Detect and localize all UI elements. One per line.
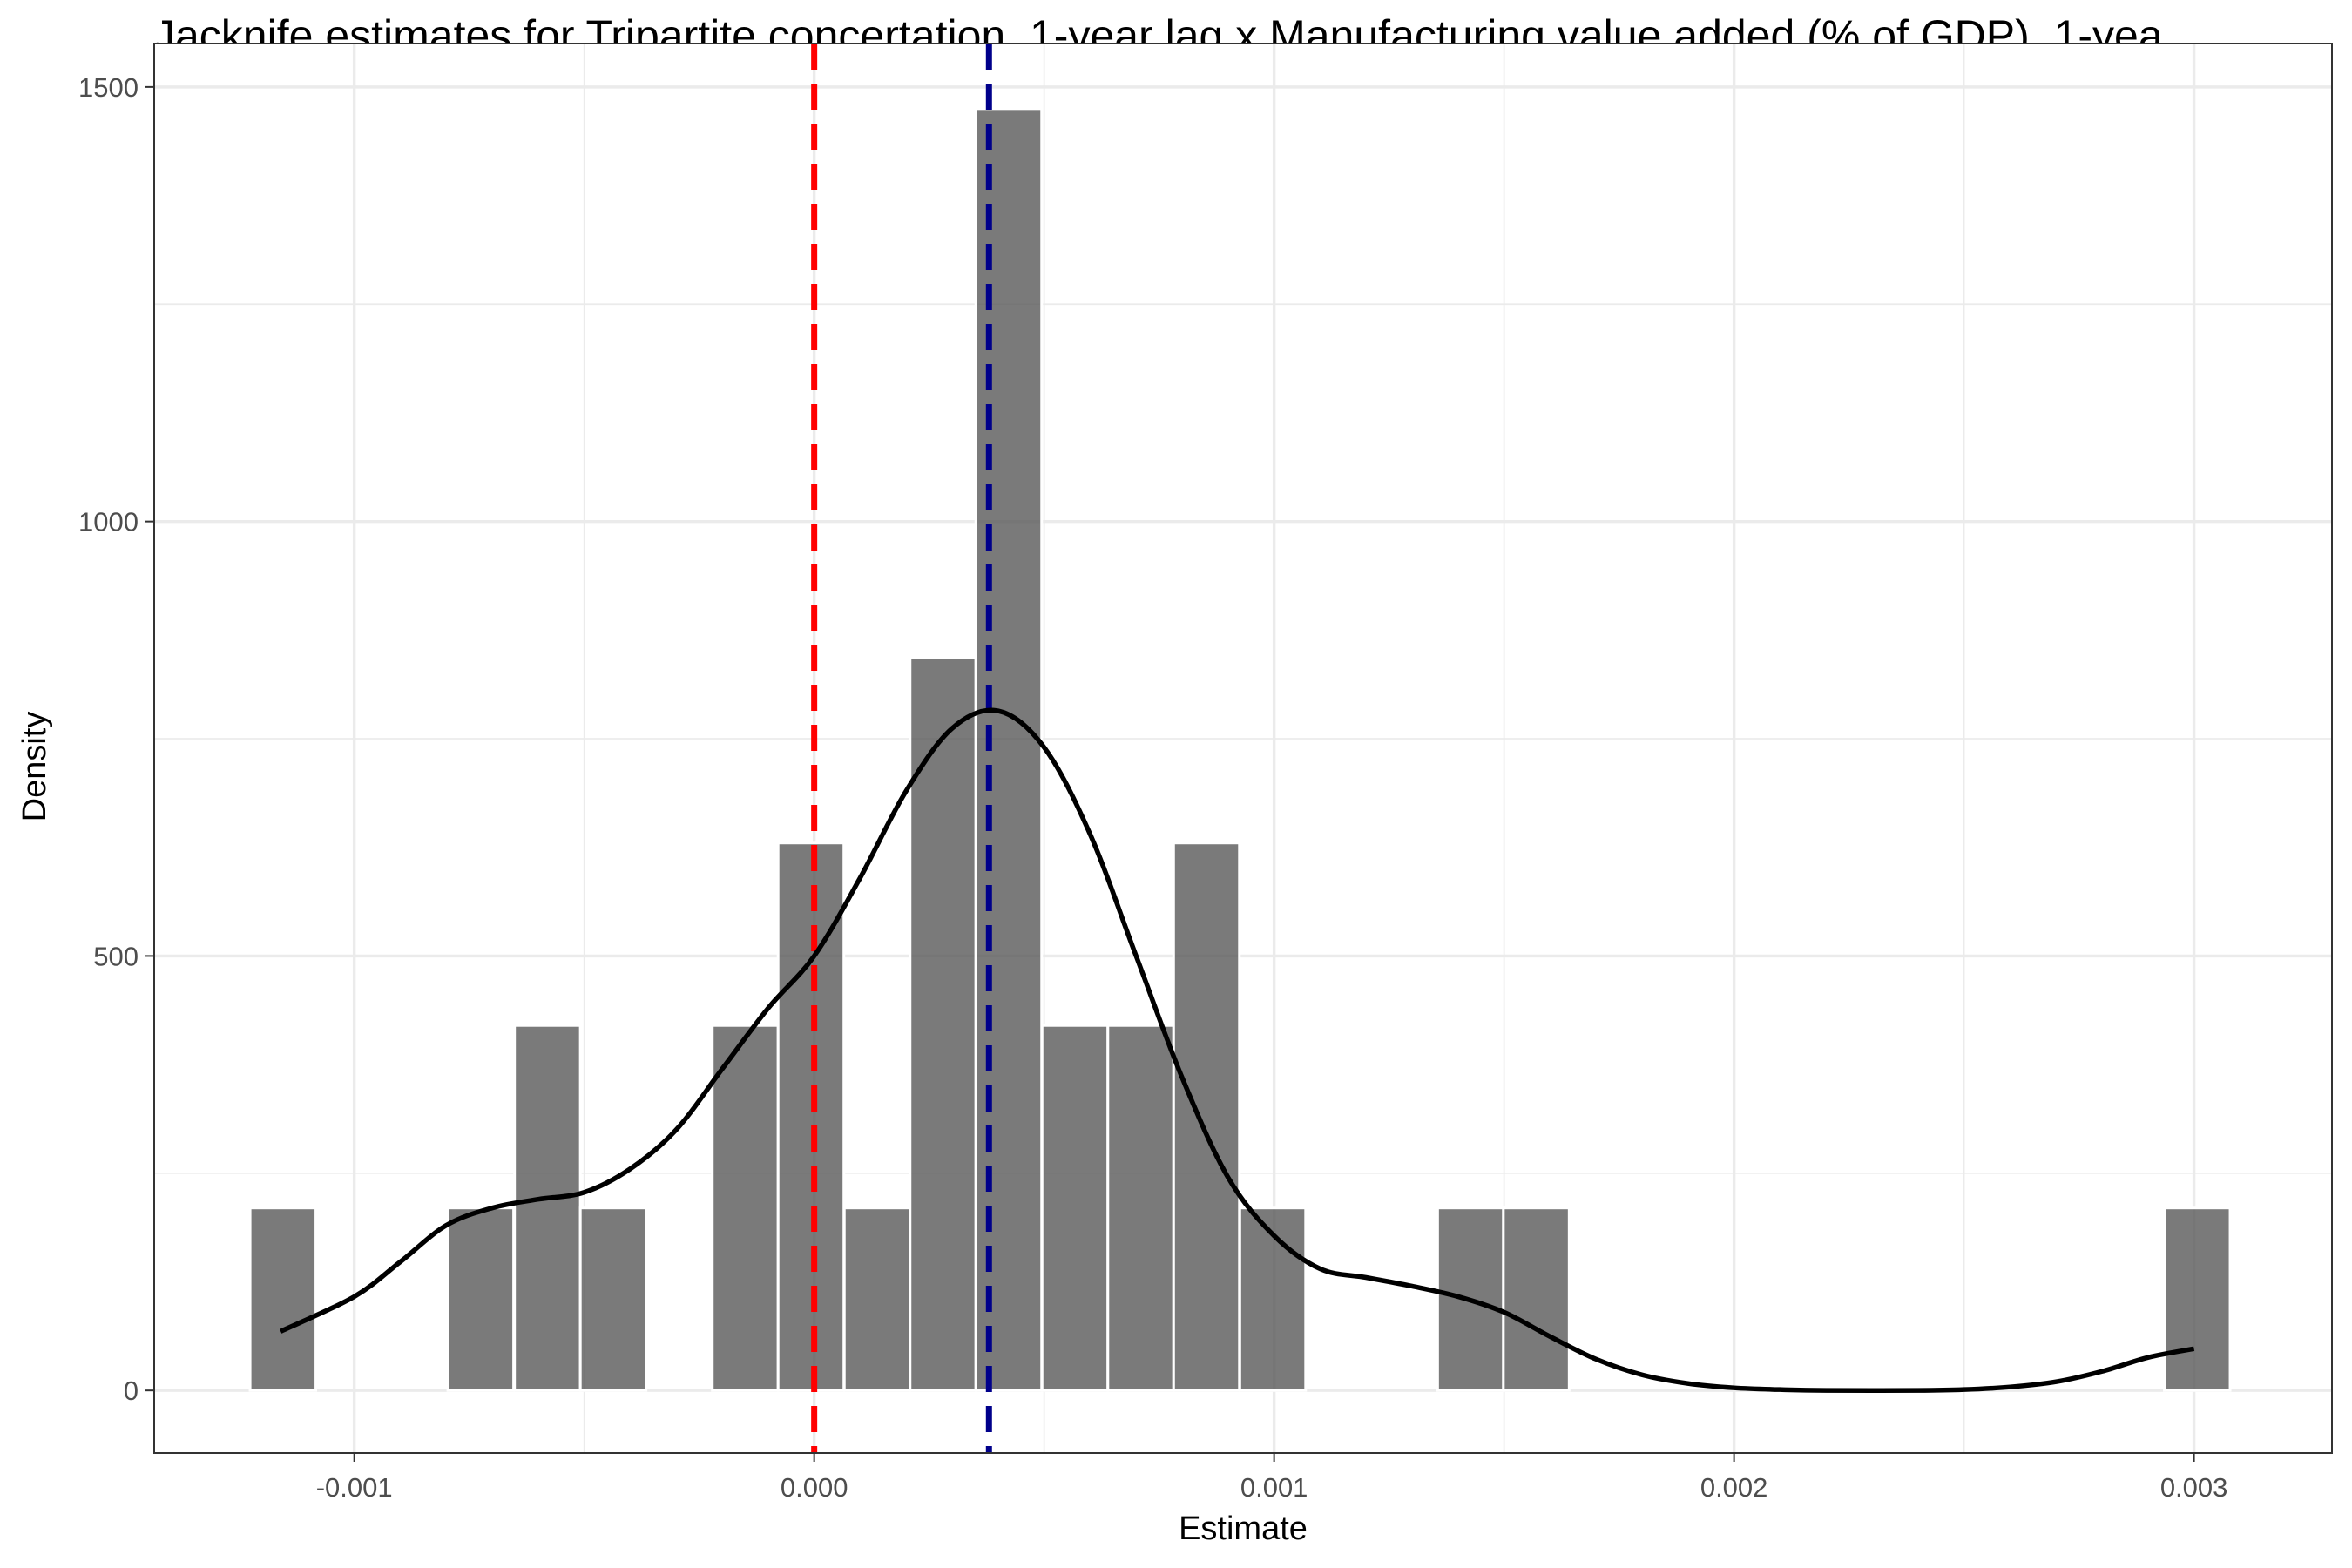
y-tick-label: 1000 [78, 507, 139, 537]
histogram-bar [1172, 841, 1241, 1392]
histogram-bar [1040, 1024, 1110, 1392]
histogram-bar [776, 841, 846, 1392]
histogram-bar [974, 107, 1044, 1392]
histogram-bar [1238, 1206, 1308, 1392]
panel-border [153, 43, 2333, 1454]
histogram-bar [711, 1024, 780, 1392]
y-axis-title: Density [17, 712, 53, 822]
histogram-bar [1106, 1024, 1175, 1392]
y-axis: 0 500 1000 1500 [78, 72, 154, 1406]
x-tick-label: -0.001 [316, 1472, 393, 1503]
x-axis-title: Estimate [1179, 1511, 1308, 1547]
y-tick-label: 500 [93, 941, 139, 971]
histogram-bar [446, 1206, 516, 1392]
histogram-bar [513, 1024, 582, 1392]
histogram-bar [1502, 1206, 1571, 1392]
x-tick-label: 0.002 [1700, 1472, 1768, 1503]
histogram-bar [2163, 1206, 2232, 1392]
histogram-bar [248, 1206, 318, 1392]
histogram-bar [578, 1206, 648, 1392]
x-tick-label: 0.001 [1240, 1472, 1308, 1503]
x-tick-label: 0.000 [781, 1472, 848, 1503]
y-tick-label: 1500 [78, 72, 139, 103]
histogram-bar [909, 656, 977, 1392]
x-axis: -0.001 0.000 0.001 0.002 0.003 [316, 1453, 2228, 1503]
density-curve [280, 707, 2195, 1394]
y-tick-label: 0 [124, 1375, 139, 1406]
x-tick-label: 0.003 [2160, 1472, 2228, 1503]
plot-panel [153, 43, 2333, 1454]
histogram-bar [842, 1206, 912, 1392]
